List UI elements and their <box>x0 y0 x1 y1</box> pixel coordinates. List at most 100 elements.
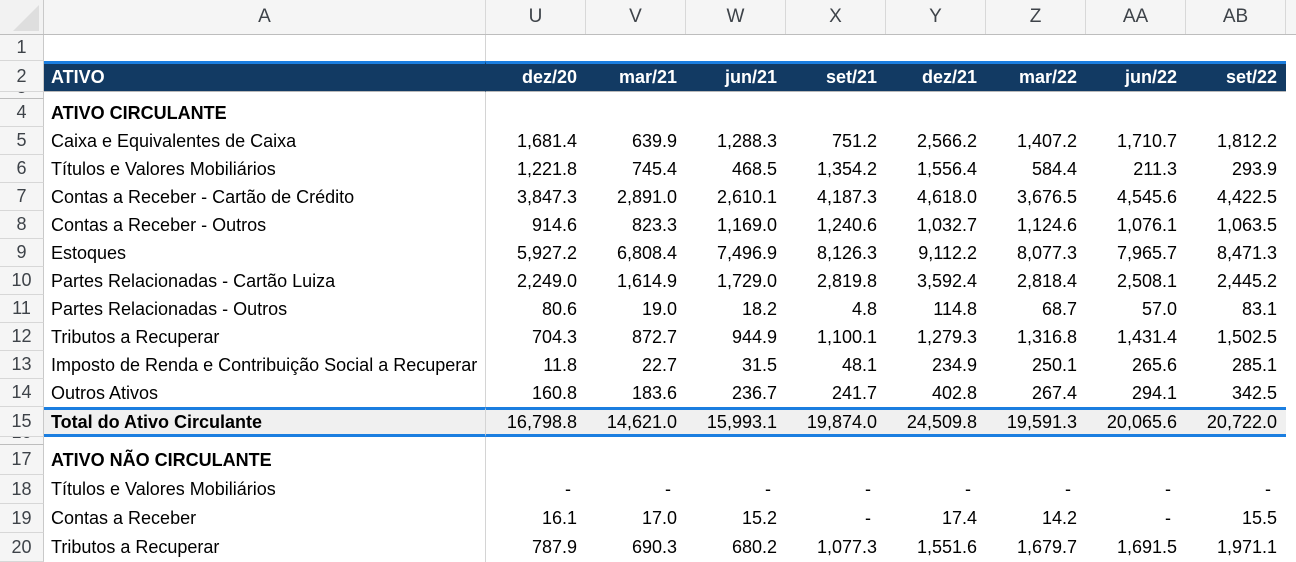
row-header-7[interactable]: 7 <box>0 183 44 211</box>
cell-X2[interactable]: set/21 <box>786 61 886 92</box>
cell-U5[interactable]: 1,681.4 <box>516 130 577 151</box>
cell-Y5[interactable]: 2,566.2 <box>916 130 977 151</box>
cell-Y12[interactable]: 1,279.3 <box>916 326 977 347</box>
cell-A10[interactable]: Partes Relacionadas - Cartão Luiza <box>44 267 486 295</box>
cell-AB19[interactable]: 15.5 <box>1241 508 1277 528</box>
cell-Z12[interactable]: 1,316.8 <box>1016 326 1077 347</box>
cell-Z8[interactable]: 1,124.6 <box>1016 214 1077 235</box>
cell-A2[interactable]: ATIVO <box>44 61 486 92</box>
cell-AA8[interactable]: 1,076.1 <box>1116 214 1177 235</box>
cell-A6[interactable]: Títulos e Valores Mobiliários <box>44 155 486 183</box>
cell-AB10[interactable]: 2,445.2 <box>1216 270 1277 291</box>
cell-X13[interactable]: 48.1 <box>841 354 877 375</box>
cell-A16[interactable] <box>44 437 486 445</box>
column-header-Y[interactable]: Y <box>886 0 986 34</box>
cell-X6[interactable]: 1,354.2 <box>816 158 877 179</box>
cell-V18[interactable]: - <box>665 479 671 499</box>
cell-Z19[interactable]: 14.2 <box>1041 508 1077 528</box>
cell-Y1[interactable] <box>886 35 986 61</box>
cell-A19[interactable]: Contas a Receber <box>44 504 486 533</box>
cell-Y4[interactable] <box>886 99 986 127</box>
cell-AA1[interactable] <box>1086 35 1186 61</box>
cell-U15[interactable]: 16,798.8 <box>486 407 586 437</box>
cell-W6[interactable]: 468.5 <box>731 158 777 179</box>
cell-Z5[interactable]: 1,407.2 <box>1016 130 1077 151</box>
cell-AB17[interactable] <box>1186 445 1286 475</box>
cell-V17[interactable] <box>586 445 686 475</box>
cell-Y7[interactable]: 4,618.0 <box>916 186 977 207</box>
cell-X8[interactable]: 1,240.6 <box>816 214 877 235</box>
cell-AB18[interactable]: - <box>1265 479 1271 499</box>
cell-AA18[interactable]: - <box>1165 479 1171 499</box>
cell-A14[interactable]: Outros Ativos <box>44 379 486 407</box>
cell-AA7[interactable]: 4,545.6 <box>1116 186 1177 207</box>
cell-X7[interactable]: 4,187.3 <box>816 186 877 207</box>
row-header-15[interactable]: 15 <box>0 407 44 437</box>
cell-AA6[interactable]: 211.3 <box>1133 158 1177 179</box>
cell-Y9[interactable]: 9,112.2 <box>918 242 977 263</box>
cell-Y18[interactable]: - <box>965 479 971 499</box>
cell-Z4[interactable] <box>986 99 1086 127</box>
cell-W18[interactable]: - <box>765 479 771 499</box>
cell-U19[interactable]: 16.1 <box>541 508 577 528</box>
select-all-corner[interactable] <box>0 0 44 34</box>
cell-V11[interactable]: 19.0 <box>641 298 677 319</box>
cell-Z14[interactable]: 267.4 <box>1031 382 1077 403</box>
cell-A7[interactable]: Contas a Receber - Cartão de Crédito <box>44 183 486 211</box>
cell-W13[interactable]: 31.5 <box>741 354 777 375</box>
cell-Z10[interactable]: 2,818.4 <box>1016 270 1077 291</box>
cell-AB14[interactable]: 342.5 <box>1231 382 1277 403</box>
column-header-A[interactable]: A <box>44 0 486 34</box>
cell-U10[interactable]: 2,249.0 <box>516 270 577 291</box>
row-header-5[interactable]: 5 <box>0 127 44 155</box>
cell-W7[interactable]: 2,610.1 <box>716 186 777 207</box>
column-header-X[interactable]: X <box>786 0 886 34</box>
cell-AB20[interactable]: 1,971.1 <box>1216 537 1277 557</box>
column-header-AB[interactable]: AB <box>1186 0 1286 34</box>
column-header-V[interactable]: V <box>586 0 686 34</box>
row-header-20[interactable]: 20 <box>0 533 44 562</box>
column-header-U[interactable]: U <box>486 0 586 34</box>
cell-A18[interactable]: Títulos e Valores Mobiliários <box>44 475 486 504</box>
cell-Y10[interactable]: 3,592.4 <box>916 270 977 291</box>
row-header-17[interactable]: 17 <box>0 445 44 475</box>
cell-V5[interactable]: 639.9 <box>631 130 677 151</box>
cell-AB6[interactable]: 293.9 <box>1231 158 1277 179</box>
cell-Z13[interactable]: 250.1 <box>1031 354 1077 375</box>
cell-W5[interactable]: 1,288.3 <box>716 130 777 151</box>
cell-AB13[interactable]: 285.1 <box>1231 354 1277 375</box>
cell-V1[interactable] <box>586 35 686 61</box>
cell-A12[interactable]: Tributos a Recuperar <box>44 323 486 351</box>
cell-Z2[interactable]: mar/22 <box>986 61 1086 92</box>
cell-U1[interactable] <box>486 35 586 61</box>
cell-X20[interactable]: 1,077.3 <box>816 537 877 557</box>
cell-AB4[interactable] <box>1186 99 1286 127</box>
row-header-6[interactable]: 6 <box>0 155 44 183</box>
cell-Y15[interactable]: 24,509.8 <box>886 407 986 437</box>
cell-U7[interactable]: 3,847.3 <box>516 186 577 207</box>
cell-AA17[interactable] <box>1086 445 1186 475</box>
cell-Z7[interactable]: 3,676.5 <box>1016 186 1077 207</box>
row-header-8[interactable]: 8 <box>0 211 44 239</box>
cell-AB9[interactable]: 8,471.3 <box>1216 242 1277 263</box>
cell-V6[interactable]: 745.4 <box>631 158 677 179</box>
cell-Y11[interactable]: 114.8 <box>933 298 977 319</box>
row-header-10[interactable]: 10 <box>0 267 44 295</box>
cell-U4[interactable] <box>486 99 586 127</box>
cell-AB1[interactable] <box>1186 35 1286 61</box>
cell-Z6[interactable]: 584.4 <box>1031 158 1077 179</box>
cell-A9[interactable]: Estoques <box>44 239 486 267</box>
cell-A17[interactable]: ATIVO NÃO CIRCULANTE <box>44 445 486 475</box>
cell-A4[interactable]: ATIVO CIRCULANTE <box>44 99 486 127</box>
cell-X17[interactable] <box>786 445 886 475</box>
cell-V19[interactable]: 17.0 <box>641 508 677 528</box>
cell-X1[interactable] <box>786 35 886 61</box>
cell-AB7[interactable]: 4,422.5 <box>1216 186 1277 207</box>
cell-X11[interactable]: 4.8 <box>851 298 877 319</box>
cell-U11[interactable]: 80.6 <box>541 298 577 319</box>
cell-AB2[interactable]: set/22 <box>1186 61 1286 92</box>
cell-V8[interactable]: 823.3 <box>631 214 677 235</box>
cell-Z15[interactable]: 19,591.3 <box>986 407 1086 437</box>
cell-W10[interactable]: 1,729.0 <box>716 270 777 291</box>
cell-Y19[interactable]: 17.4 <box>941 508 977 528</box>
